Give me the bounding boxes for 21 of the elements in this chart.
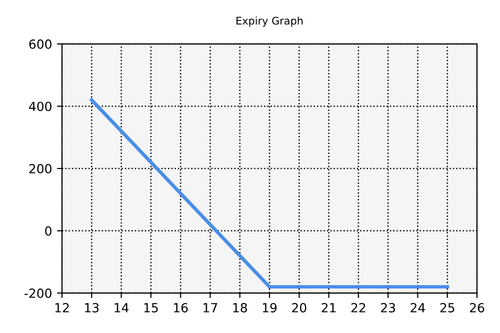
x-tick-label: 21 (322, 302, 336, 312)
y-tick-label: 400 (29, 102, 52, 112)
x-tick-label: 22 (351, 302, 366, 312)
chart-title: Expiry Graph (236, 16, 303, 27)
y-tick-label: 200 (29, 164, 52, 174)
x-tick-label: 23 (381, 302, 396, 312)
x-tick-label: 16 (174, 302, 188, 312)
x-tick-label: 25 (440, 302, 454, 312)
x-tick-label: 12 (55, 302, 69, 312)
x-tick-label: 19 (262, 302, 277, 312)
x-tick-label: 14 (114, 303, 129, 312)
x-tick-label: 26 (470, 302, 484, 312)
x-tick-label: 15 (144, 303, 158, 312)
x-tick-label: 20 (292, 302, 306, 312)
x-tick-label: 13 (85, 302, 99, 312)
x-tick-label: 18 (233, 302, 247, 312)
y-tick-label: 600 (29, 39, 52, 49)
x-tick-label: 24 (410, 302, 425, 312)
x-tick-label: 17 (204, 303, 218, 312)
y-tick-label: -200 (24, 288, 52, 298)
y-tick-label: 0 (45, 226, 52, 236)
